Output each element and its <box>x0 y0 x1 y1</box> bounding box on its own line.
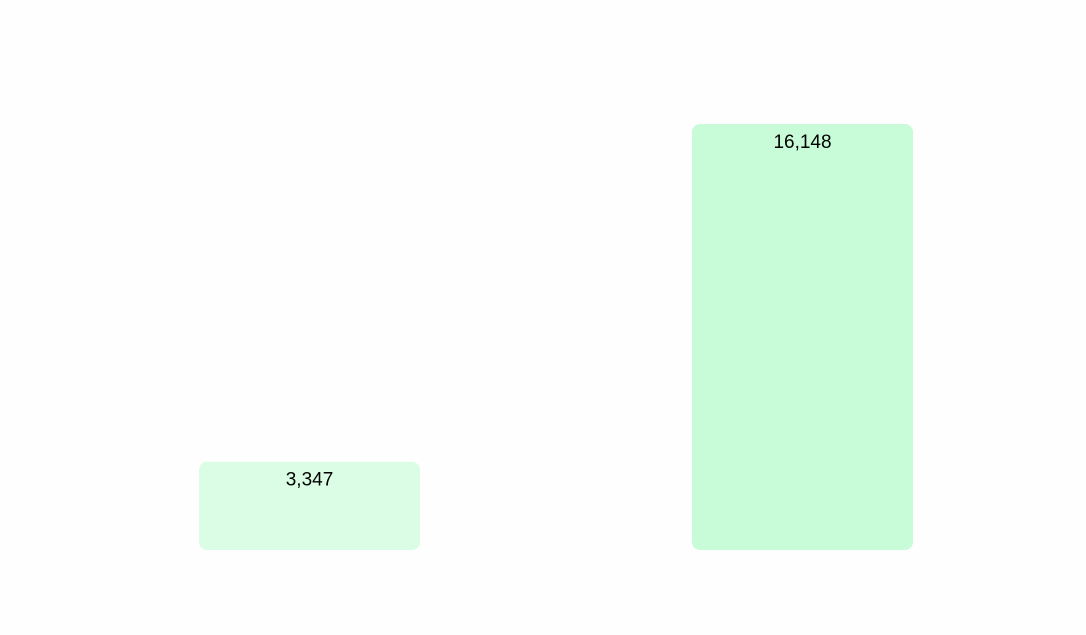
data-label-1: 16,148 <box>773 132 831 153</box>
bar-0 <box>199 461 420 550</box>
bar-1 <box>692 124 913 550</box>
data-label-0: 3,347 <box>286 470 334 491</box>
